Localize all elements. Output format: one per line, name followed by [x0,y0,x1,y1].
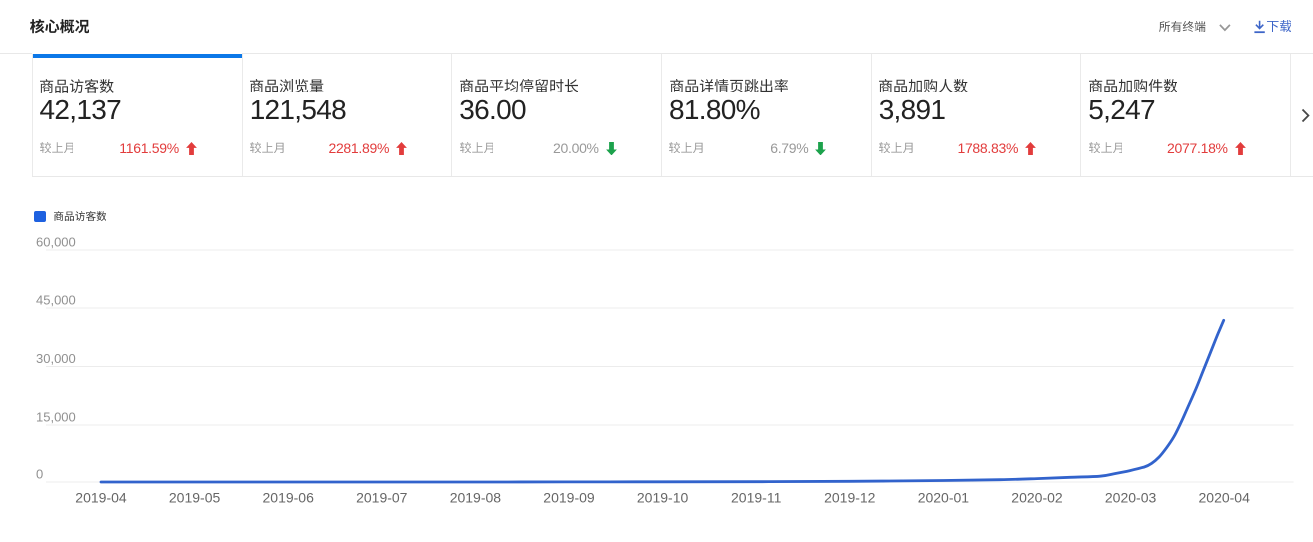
svg-text:60,000: 60,000 [36,235,76,250]
svg-text:0: 0 [36,467,43,482]
svg-text:2019-12: 2019-12 [824,489,876,505]
svg-text:30,000: 30,000 [36,351,76,366]
svg-text:2019-11: 2019-11 [731,489,782,505]
svg-text:15,000: 15,000 [36,410,76,425]
svg-text:2019-08: 2019-08 [450,489,502,505]
svg-text:2020-01: 2020-01 [918,489,970,505]
svg-text:2019-10: 2019-10 [637,489,689,505]
svg-text:2020-02: 2020-02 [1011,489,1063,505]
svg-text:2019-07: 2019-07 [356,489,408,505]
svg-text:2019-09: 2019-09 [543,489,595,505]
svg-text:2019-06: 2019-06 [263,489,315,505]
svg-text:45,000: 45,000 [36,293,76,308]
svg-text:2019-05: 2019-05 [169,489,221,505]
svg-text:2019-04: 2019-04 [75,489,127,505]
svg-text:2020-03: 2020-03 [1105,489,1157,505]
svg-text:2020-04: 2020-04 [1199,489,1251,505]
